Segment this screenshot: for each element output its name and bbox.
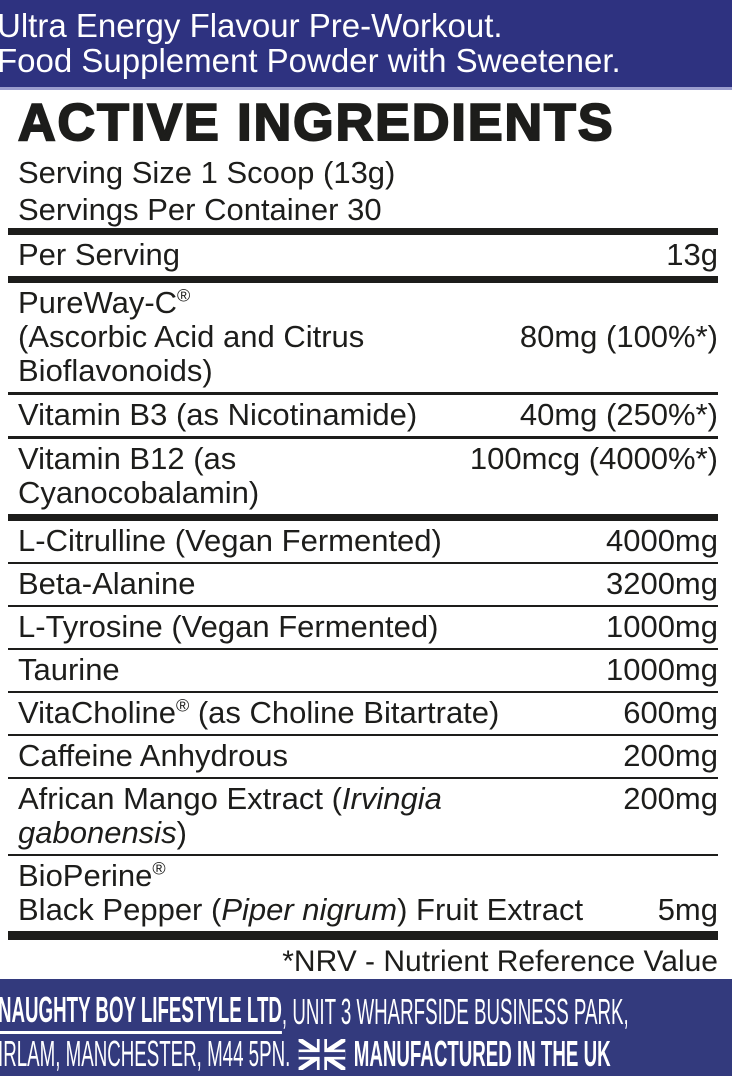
ingredient-name: Taurine <box>18 652 120 687</box>
manufacturer-address-line1: NAUGHTY BOY LIFESTYLE LTD, UNIT 3 WHARFS… <box>0 990 732 1034</box>
divider <box>8 854 718 856</box>
row-amount: 100mcg (4000%*) <box>469 441 718 476</box>
row-amount: 80mg (100%*) <box>519 319 718 354</box>
flavour-line: Ultra Energy Flavour Pre-Workout. <box>0 7 503 44</box>
ingredient-name: Caffeine Anhydrous <box>18 738 289 773</box>
address-part1: , UNIT 3 WHARFSIDE BUSINESS PARK, <box>281 991 629 1032</box>
servings-per-container: Servings Per Container 30 <box>18 192 382 227</box>
divider <box>8 436 718 439</box>
divider <box>8 605 718 607</box>
ingredient-name: VitaCholine® (as Choline Bitartrate) <box>18 695 500 730</box>
divider <box>8 734 718 736</box>
active-ingredients-panel: ACTIVE INGREDIENTS Serving Size 1 Scoop … <box>0 93 732 979</box>
table-row-l-citrulline: L-Citrulline (Vegan Fermented) 4000mg <box>8 521 718 562</box>
divider <box>8 777 718 779</box>
ingredient-name: PureWay-C® <box>18 285 191 320</box>
manufacturer-address-line2: IRLAM, MANCHESTER, M44 5PN. MANUFACTURED… <box>0 1034 732 1074</box>
nrv-footnote: *NRV - Nutrient Reference Value <box>282 945 718 978</box>
table-row-african-mango: African Mango Extract (Irvingia gabonens… <box>8 779 718 854</box>
row-amount: 200mg <box>623 738 718 773</box>
manufacturer-footer-band: NAUGHTY BOY LIFESTYLE LTD, UNIT 3 WHARFS… <box>0 979 732 1076</box>
row-amount: 1000mg <box>605 652 718 687</box>
row-amount: 600mg <box>623 695 718 730</box>
table-row-per-serving: Per Serving 13g <box>8 235 718 276</box>
table-row-vitacholine: VitaCholine® (as Choline Bitartrate) 600… <box>8 693 718 734</box>
ingredient-name: Beta-Alanine <box>18 566 196 601</box>
registered-mark: ® <box>177 285 191 306</box>
divider <box>8 228 718 235</box>
divider <box>8 562 718 564</box>
divider <box>8 691 718 693</box>
divider <box>8 514 718 521</box>
table-row-beta-alanine: Beta-Alanine 3200mg <box>8 564 718 605</box>
ingredient-name: Vitamin B12 (as Cyanocobalamin) <box>18 441 260 510</box>
species-name: Piper nigrum <box>221 892 398 927</box>
table-row-caffeine: Caffeine Anhydrous 200mg <box>8 736 718 777</box>
row-amount: 5mg <box>657 892 718 927</box>
species-name: Irvingia gabonensis <box>18 781 442 850</box>
panel-title: ACTIVE INGREDIENTS <box>17 93 615 153</box>
row-amount: 3200mg <box>605 566 718 601</box>
registered-mark: ® <box>175 695 190 716</box>
ingredient-name: L-Citrulline (Vegan Fermented) <box>18 523 442 558</box>
row-amount: 4000mg <box>605 523 718 558</box>
divider <box>8 931 718 940</box>
divider <box>8 392 718 395</box>
ingredient-subname: Black Pepper (Piper nigrum) Fruit Extrac… <box>18 892 584 927</box>
supplement-type-line: Food Supplement Powder with Sweetener. <box>0 42 621 79</box>
table-row-bioperine: BioPerine® Black Pepper (Piper nigrum) F… <box>8 856 718 931</box>
ingredient-name: Vitamin B3 (as Nicotinamide) <box>18 397 418 432</box>
company-name: NAUGHTY BOY LIFESTYLE LTD <box>0 990 282 1034</box>
row-amount: 40mg (250%*) <box>519 397 718 432</box>
serving-size: Serving Size 1 Scoop (13g) <box>18 155 396 190</box>
ingredient-name: L-Tyrosine (Vegan Fermented) <box>18 609 439 644</box>
row-amount: 1000mg <box>605 609 718 644</box>
made-in-uk-label: MANUFACTURED IN THE UK <box>353 1033 611 1074</box>
uk-flag-icon <box>298 1038 346 1070</box>
divider <box>8 648 718 650</box>
registered-mark: ® <box>152 858 166 879</box>
table-row-vitamin-b3: Vitamin B3 (as Nicotinamide) 40mg (250%*… <box>8 395 718 436</box>
row-amount: 200mg <box>623 781 718 816</box>
row-amount: 13g <box>666 237 718 272</box>
table-row-pureway-c: PureWay-C® (Ascorbic Acid and Citrus Bio… <box>8 283 718 392</box>
ingredient-name: BioPerine® <box>18 858 166 893</box>
flavour-header-band: Ultra Energy Flavour Pre-Workout. Food S… <box>0 0 732 90</box>
address-part2: IRLAM, MANCHESTER, M44 5PN. <box>0 1033 291 1074</box>
table-row-taurine: Taurine 1000mg <box>8 650 718 691</box>
ingredient-subname: (Ascorbic Acid and Citrus Bioflavonoids) <box>18 319 365 388</box>
ingredient-name: African Mango Extract (Irvingia gabonens… <box>18 781 442 850</box>
table-row-vitamin-b12: Vitamin B12 (as Cyanocobalamin) 100mcg (… <box>8 439 718 514</box>
row-label: Per Serving <box>18 237 180 272</box>
table-row-l-tyrosine: L-Tyrosine (Vegan Fermented) 1000mg <box>8 607 718 648</box>
divider <box>8 276 718 283</box>
